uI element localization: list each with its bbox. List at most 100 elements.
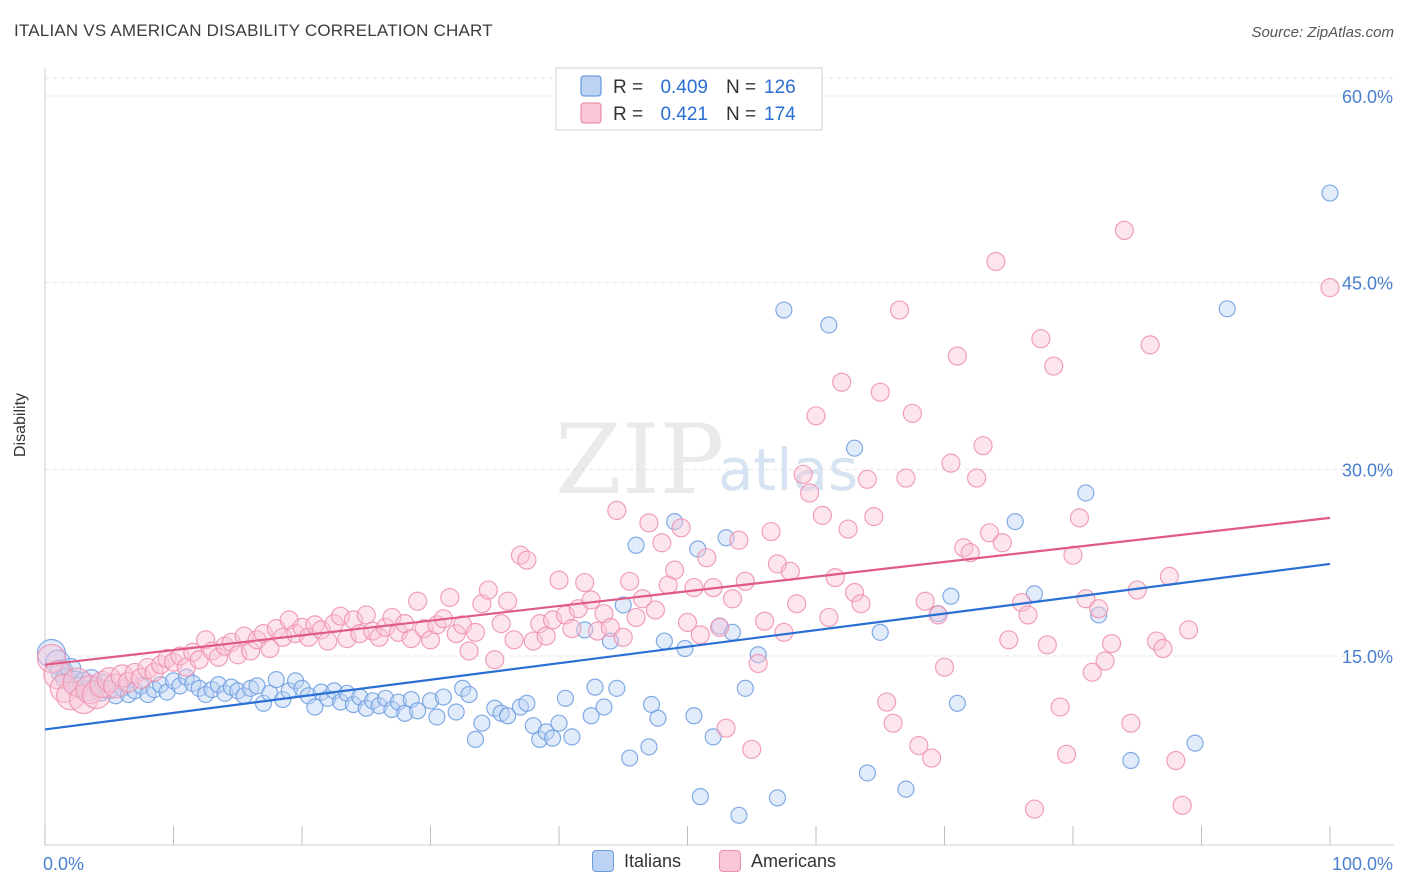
series-legend: Italians Americans [0,850,1406,878]
data-point [607,500,627,520]
data-point [1090,606,1108,624]
data-point [704,728,722,746]
data-point [922,748,942,768]
data-point [454,679,472,697]
r-label: R = [613,104,643,125]
data-point [1050,697,1070,717]
data-point [170,646,190,666]
data-point [632,589,653,609]
data-point [896,468,916,488]
data-point [691,788,709,806]
data-point [614,596,632,614]
data-point [645,600,665,620]
data-point [209,676,228,694]
data-points [36,184,1340,824]
watermark-atlas: atlas [718,436,858,504]
data-point [1024,799,1045,819]
data-point [640,738,658,756]
data-point [838,519,858,539]
y-tick-label: 60.0% [1342,87,1393,107]
data-point [819,607,839,628]
data-point [428,708,446,726]
data-point [845,439,864,457]
data-point [491,614,511,634]
data-point [608,679,626,697]
x-tick-label: 0.0% [43,854,84,874]
data-point [318,631,338,651]
data-point [117,671,140,693]
legend-label-italians: Italians [624,850,682,871]
trend-line-americans [44,516,1331,666]
y-axis-title: Disability [12,392,29,457]
data-point [542,610,563,630]
stats-swatch [580,75,602,97]
data-point [331,693,350,711]
data-point [889,300,910,320]
data-point [902,403,922,423]
data-point [722,589,743,609]
data-point [1018,605,1038,625]
data-point [1321,184,1339,202]
data-point [851,594,871,614]
data-point [1320,278,1340,298]
data-point [330,606,351,626]
stats-swatch [580,102,602,124]
data-point [620,571,640,591]
data-point [581,590,601,610]
legend-item-americans[interactable]: Americans [719,850,836,872]
r-value: 0.421 [660,104,708,125]
watermark: ZIP atlas [555,404,858,516]
data-point [1082,662,1102,682]
data-point [897,780,915,798]
data-point [655,632,673,650]
data-point [960,543,980,563]
data-point [948,694,966,712]
data-point [857,469,878,489]
data-point [498,591,518,611]
data-point [1077,484,1095,502]
r-label: R = [613,77,643,98]
data-point [1056,744,1077,764]
data-point [171,677,189,695]
data-point [459,641,479,661]
data-point [447,703,465,721]
data-point [582,707,600,725]
data-point [1122,751,1140,770]
data-point [1044,356,1064,376]
data-point [979,523,1000,543]
data-point [556,689,575,707]
series-points-italians [36,184,1339,824]
n-label: N = [726,77,756,98]
data-point [697,548,717,568]
trend-line-italians [44,562,1331,731]
data-point [1179,620,1199,640]
data-point [267,671,285,689]
data-point [877,692,897,712]
data-point [748,653,768,674]
data-point [549,570,569,590]
data-point [626,607,646,628]
data-point [421,692,440,710]
data-point [248,677,266,695]
data-point [820,316,838,334]
data-point [858,764,877,782]
data-point [730,806,748,824]
data-point [530,614,550,634]
data-point [621,749,639,767]
data-point [825,567,845,588]
data-point [754,611,775,631]
data-point [942,587,960,605]
data-point [1140,335,1160,355]
legend-item-italians[interactable]: Italians [592,850,681,872]
data-point [408,591,428,611]
data-point [947,346,967,366]
x-tick-label: 100.0% [1332,854,1393,874]
data-point [460,685,478,704]
data-point [1121,713,1141,733]
data-point [871,623,889,641]
legend-swatch-italians [592,850,614,872]
data-point [1089,599,1109,619]
data-point [466,730,485,748]
data-point [1069,508,1090,528]
